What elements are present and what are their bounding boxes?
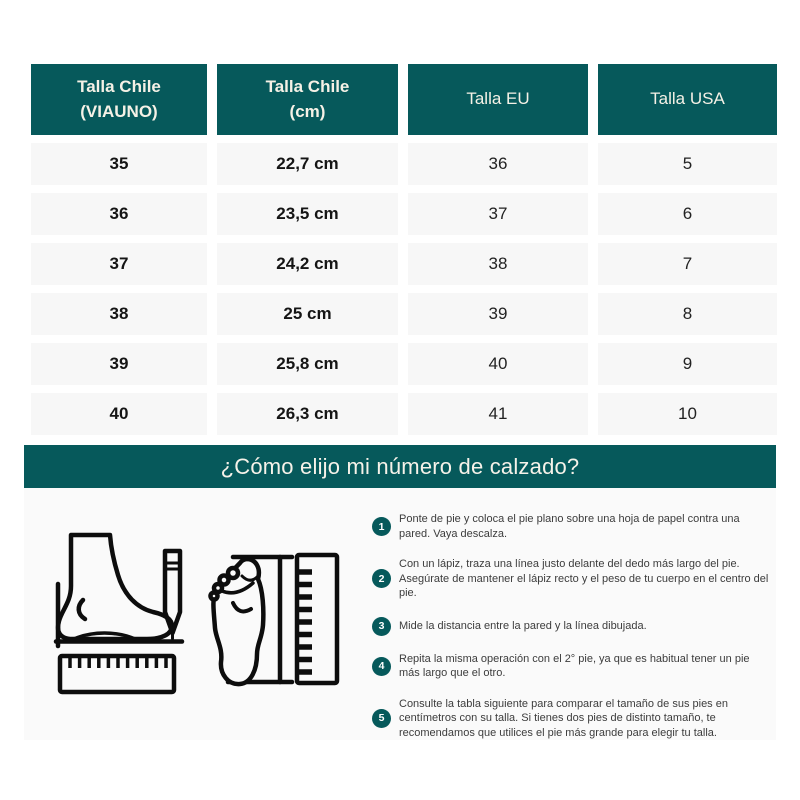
size-cell: 5	[598, 143, 777, 185]
col-header-talla-chile-cm: Talla Chile (cm)	[217, 64, 398, 135]
step-item-2: 2 Con un lápiz, traza una línea justo de…	[372, 557, 776, 601]
header-line: Talla USA	[650, 89, 725, 109]
guide-title: ¿Cómo elijo mi número de calzado?	[220, 453, 580, 479]
size-cell: 36	[31, 193, 207, 235]
step-number-badge: 3	[372, 616, 391, 636]
step-item-4: 4 Repita la misma operación con el 2° pi…	[372, 652, 776, 681]
guide-panel: 1 Ponte de pie y coloca el pie plano sob…	[24, 488, 776, 740]
col-header-talla-chile-viauno: Talla Chile (VIAUNO)	[31, 64, 207, 135]
size-cell: 37	[408, 193, 588, 235]
col-header-talla-eu: Talla EU	[408, 64, 588, 135]
step-item-5: 5 Consulte la tabla siguiente para compa…	[372, 697, 776, 741]
size-cell: 25,8 cm	[217, 343, 398, 385]
size-cell: 6	[598, 193, 777, 235]
size-cell: 37	[31, 243, 207, 285]
size-cell: 41	[408, 393, 588, 435]
size-table: Talla Chile (VIAUNO) Talla Chile (cm) Ta…	[31, 64, 777, 435]
col-header-talla-usa: Talla USA	[598, 64, 777, 135]
header-line: Talla EU	[466, 89, 530, 109]
size-cell: 39	[31, 343, 207, 385]
header-line: Talla Chile	[77, 76, 161, 96]
size-cell: 40	[408, 343, 588, 385]
size-cell: 39	[408, 293, 588, 335]
step-item-1: 1 Ponte de pie y coloca el pie plano sob…	[372, 512, 776, 541]
size-cell: 23,5 cm	[217, 193, 398, 235]
footprint-gauge-ruler-icon	[208, 552, 340, 687]
step-item-3: 3 Mide la distancia entre la pared y la …	[372, 616, 776, 636]
size-cell: 26,3 cm	[217, 393, 398, 435]
size-cell: 8	[598, 293, 777, 335]
step-text: Mide la distancia entre la pared y la lí…	[399, 619, 647, 632]
size-cell: 9	[598, 343, 777, 385]
step-text: Con un lápiz, traza una línea justo dela…	[399, 558, 769, 600]
size-cell: 36	[408, 143, 588, 185]
size-cell: 22,7 cm	[217, 143, 398, 185]
guide-title-banner: ¿Cómo elijo mi número de calzado?	[24, 445, 776, 488]
step-text: Repita la misma operación con el 2° pie,…	[399, 652, 750, 680]
step-text: Ponte de pie y coloca el pie plano sobre…	[399, 513, 740, 540]
step-number-badge: 4	[372, 656, 391, 676]
size-cell: 40	[31, 393, 207, 435]
foot-side-pencil-ruler-icon	[53, 532, 185, 695]
size-cell: 10	[598, 393, 777, 435]
steps-list: 1 Ponte de pie y coloca el pie plano sob…	[372, 512, 776, 740]
size-cell: 38	[408, 243, 588, 285]
size-cell: 24,2 cm	[217, 243, 398, 285]
step-number-badge: 5	[372, 708, 391, 728]
step-number-badge: 1	[372, 517, 391, 537]
size-cell: 35	[31, 143, 207, 185]
header-line: (VIAUNO)	[80, 101, 158, 121]
size-cell: 38	[31, 293, 207, 335]
step-number-badge: 2	[372, 569, 391, 589]
header-line: (cm)	[289, 101, 326, 121]
step-text: Consulte la tabla siguiente para compara…	[399, 697, 728, 739]
size-cell: 7	[598, 243, 777, 285]
header-line: Talla Chile	[265, 76, 350, 96]
size-cell: 25 cm	[217, 293, 398, 335]
